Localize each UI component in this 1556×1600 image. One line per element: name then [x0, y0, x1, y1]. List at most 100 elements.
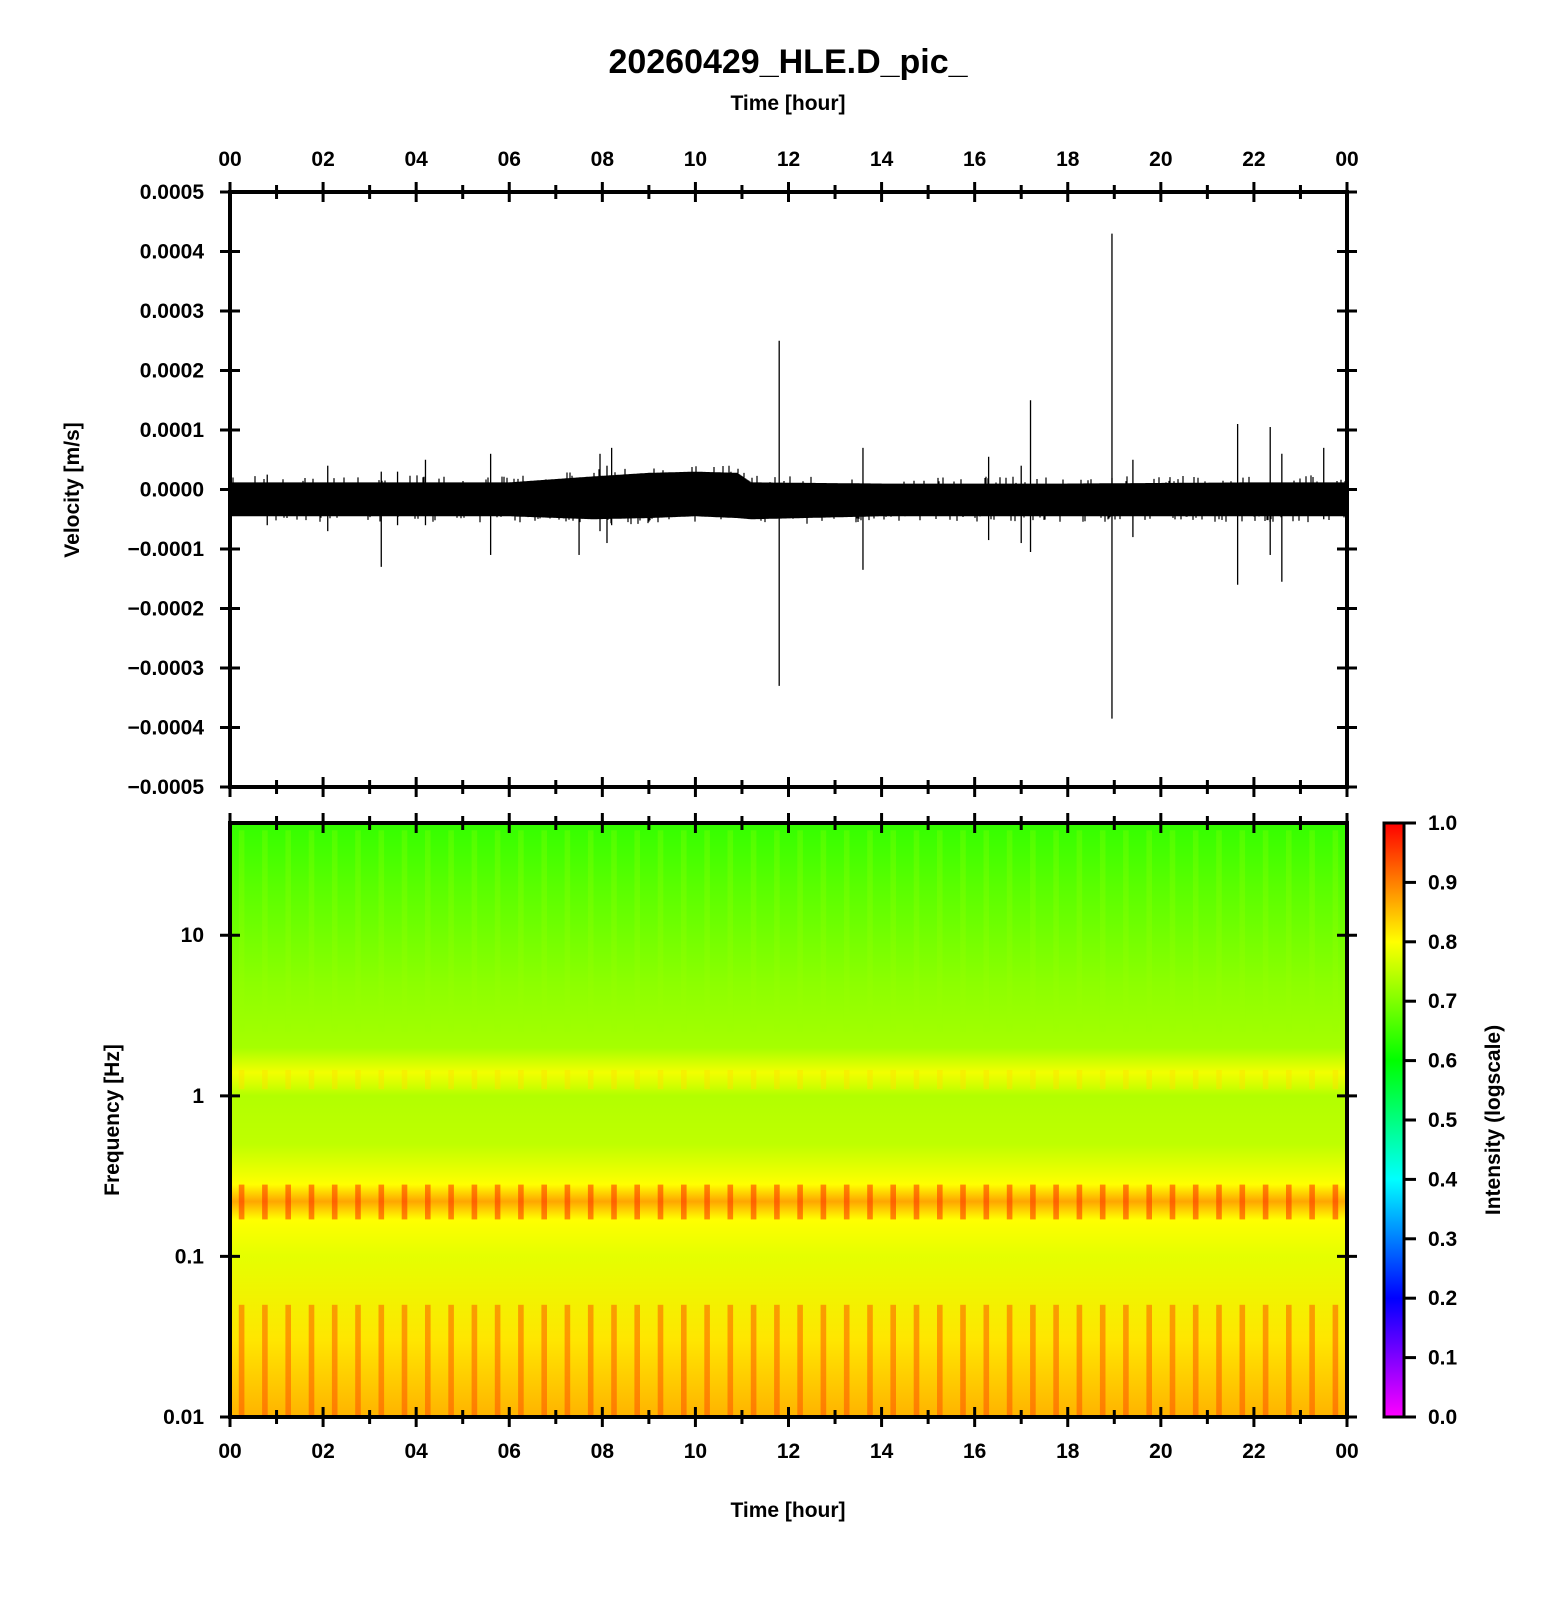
spectrogram-streak: [1216, 830, 1222, 1032]
spectrogram-streak: [1216, 1069, 1222, 1090]
colorbar-tick-label: 0.2: [1428, 1287, 1457, 1310]
colorbar-tick-label: 0.4: [1428, 1168, 1458, 1191]
spectrogram-y-tick-label: 10: [181, 924, 204, 947]
spectrogram-streak: [285, 1184, 291, 1220]
waveform-y-tick-label: −0.0002: [128, 598, 205, 621]
spectrogram-streak: [774, 1304, 780, 1417]
spectrogram-streak: [1030, 1304, 1036, 1417]
bottom-x-tick-label: 04: [404, 1440, 428, 1463]
spectrogram-streak: [587, 1069, 594, 1090]
bottom-x-tick-label: 10: [684, 1440, 707, 1463]
spectrogram-streak: [1146, 1069, 1152, 1090]
colorbar-tick-label: 0.6: [1428, 1050, 1457, 1073]
spectrogram-streak: [774, 830, 780, 1032]
spectrogram-panel: 00 02 04 06 08 10 12 14 16 18 20 22 00 10 1 0.1 0.01 Fre…: [101, 813, 1359, 1522]
spectrogram-streak: [1030, 1069, 1036, 1090]
spectrogram-streak: [587, 830, 594, 1032]
waveform-y-tick-label: 0.0001: [140, 419, 205, 442]
bottom-x-tick-label: 06: [498, 1440, 521, 1463]
spectrogram-streak: [611, 1069, 617, 1090]
spectrogram-streak: [401, 1184, 408, 1220]
spectrogram-streak: [1216, 1304, 1222, 1417]
spectrogram-streak: [1169, 1069, 1176, 1090]
spectrogram-streak: [1332, 1184, 1339, 1220]
bottom-x-tick-label: 16: [963, 1440, 986, 1463]
spectrogram-streak: [518, 1069, 524, 1090]
spectrogram-streak: [1053, 830, 1059, 1032]
spectrogram-streak: [308, 1184, 315, 1220]
spectrogram-streak: [1123, 830, 1129, 1032]
top-x-tick-label: 14: [870, 148, 894, 171]
bottom-x-tick-label: 14: [870, 1440, 894, 1463]
spectrogram-streak: [1006, 1184, 1013, 1220]
spectrogram-streak: [797, 830, 803, 1032]
spectrogram-streak: [308, 1304, 315, 1417]
waveform-y-tick-label: 0.0005: [140, 181, 205, 204]
colorbar-ticks: 1.0 0.9 0.8 0.7 0.6 0.5 0.4 0.3 0.2 0.1 0.0: [1404, 812, 1458, 1429]
colorbar-tick-label: 0.5: [1428, 1109, 1458, 1132]
spectrogram-streak: [471, 830, 478, 1032]
spectrogram-streak: [1030, 1184, 1036, 1220]
spectrogram-streak: [937, 830, 943, 1032]
spectrogram-streak: [1099, 830, 1106, 1032]
spectrogram-streak: [378, 1304, 385, 1417]
spectrogram-streak: [1030, 830, 1036, 1032]
top-x-tick-label: 04: [404, 148, 428, 171]
spectrogram-streak: [401, 1304, 408, 1417]
top-x-tick-label: 16: [963, 148, 986, 171]
spectrogram-streak: [1239, 1304, 1246, 1417]
spectrogram-streak: [1053, 1304, 1059, 1417]
top-x-tick-label: 18: [1056, 148, 1080, 171]
spectrogram-streak: [1076, 1184, 1083, 1220]
waveform-data: [230, 233, 1347, 719]
spectrogram-streak: [937, 1304, 943, 1417]
spectrogram-streak: [704, 830, 710, 1032]
spectrogram-streak: [611, 1304, 617, 1417]
colorbar-tick-label: 0.3: [1428, 1228, 1457, 1251]
spectrogram-streak: [797, 1304, 803, 1417]
spectrogram-y-tick-label: 1: [192, 1085, 204, 1108]
spectrogram-streak: [448, 1184, 454, 1220]
top-x-tick-label: 20: [1149, 148, 1172, 171]
spectrogram-streak: [750, 1069, 757, 1090]
spectrogram-streak: [1262, 830, 1269, 1032]
top-x-tick-label: 00: [218, 148, 241, 171]
spectrogram-streak: [657, 1184, 664, 1220]
spectrogram-streak: [448, 830, 454, 1032]
spectrogram-streak: [937, 1069, 943, 1090]
spectrogram-streak: [1006, 830, 1013, 1032]
bottom-x-tick-label: 22: [1242, 1440, 1265, 1463]
spectrogram-streak: [355, 830, 361, 1032]
spectrogram-streak: [1123, 1069, 1129, 1090]
spectrogram-streak: [1309, 1304, 1315, 1417]
spectrogram-streak: [727, 1304, 734, 1417]
spectrogram-streak: [1146, 1184, 1152, 1220]
spectrogram-streak: [1286, 830, 1292, 1032]
spectrogram-streak: [960, 830, 966, 1032]
spectrogram-streak: [587, 1184, 594, 1220]
spectrogram-streak: [1053, 1184, 1059, 1220]
spectrogram-streak: [1123, 1184, 1129, 1220]
spectrogram-streak: [518, 830, 524, 1032]
spectrogram-streak: [1309, 1069, 1315, 1090]
spectrogram-streak: [401, 1069, 408, 1090]
spectrogram-data: [230, 823, 1347, 1417]
spectrogram-streak: [1239, 830, 1246, 1032]
spectrogram-streak: [750, 1184, 757, 1220]
spectrogram-streak: [238, 1304, 245, 1417]
spectrogram-streak: [1262, 1304, 1269, 1417]
spectrogram-streak: [1192, 1304, 1199, 1417]
spectrogram-streak: [960, 1184, 966, 1220]
spectrogram-streak: [983, 1184, 990, 1220]
spectrogram-streak: [425, 1069, 431, 1090]
spectrogram-streak: [331, 1069, 338, 1090]
waveform-ticks: 00 02 04 06 08 10 12 14 16 18 20 22 00 0.0005 0.0004 0.…: [128, 148, 1359, 799]
spectrogram-streak: [611, 1184, 617, 1220]
spectrogram-streak: [541, 1069, 547, 1090]
top-x-tick-label: 12: [777, 148, 800, 171]
waveform-noise-band: [230, 465, 1347, 525]
spectrogram-base: [230, 823, 1347, 1417]
spectrogram-streak: [262, 830, 268, 1032]
spectrogram-streak: [1192, 1069, 1199, 1090]
